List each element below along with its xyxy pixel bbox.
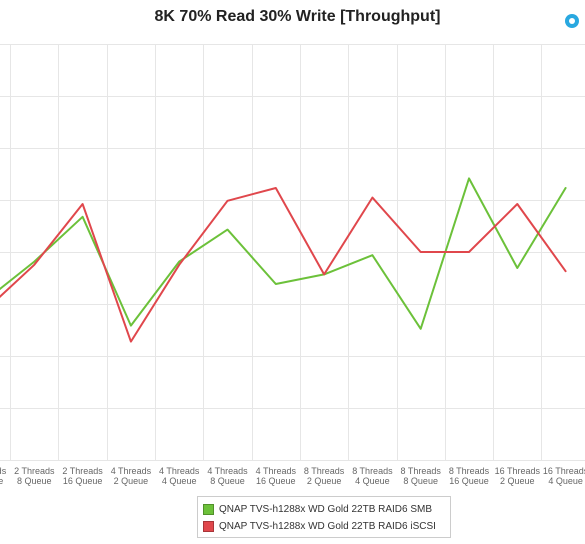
x-tick-label: 2 Threads 8 Queue [14,466,55,486]
x-tick-label: 4 Threads 4 Queue [159,466,200,486]
legend-label-iscsi: QNAP TVS-h1288x WD Gold 22TB RAID6 iSCSI [219,520,436,532]
chart-title: 8K 70% Read 30% Write [Throughput] [154,8,441,25]
x-tick-label: 16 Threads 2 Queue [495,466,541,486]
chart-legend: QNAP TVS-h1288x WD Gold 22TB RAID6 SMB Q… [197,496,451,538]
context-menu-icon[interactable] [563,12,581,30]
legend-item-smb[interactable]: QNAP TVS-h1288x WD Gold 22TB RAID6 SMB [203,501,432,517]
x-tick-label: 2 Threads 16 Queue [62,466,103,486]
x-tick-label: 8 Threads 8 Queue [401,466,442,486]
legend-swatch-iscsi [203,520,214,532]
x-tick-label: 8 Threads 4 Queue [352,466,393,486]
x-tick-label: 4 Threads 8 Queue [207,466,248,486]
legend-swatch-smb [203,503,214,515]
x-tick-label: 4 Threads 16 Queue [256,466,297,486]
x-tick-label: 8 Threads 2 Queue [304,466,345,486]
legend-label-smb: QNAP TVS-h1288x WD Gold 22TB RAID6 SMB [219,503,433,515]
x-tick-label: 8 Threads 16 Queue [449,466,490,486]
legend-item-iscsi[interactable]: QNAP TVS-h1288x WD Gold 22TB RAID6 iSCSI [203,518,436,534]
x-tick-label: 4 Threads 2 Queue [111,466,152,486]
x-tick-label: 16 Threads 4 Queue [543,466,585,486]
series-line-0[interactable] [0,177,567,330]
series-line-1[interactable] [0,187,567,343]
